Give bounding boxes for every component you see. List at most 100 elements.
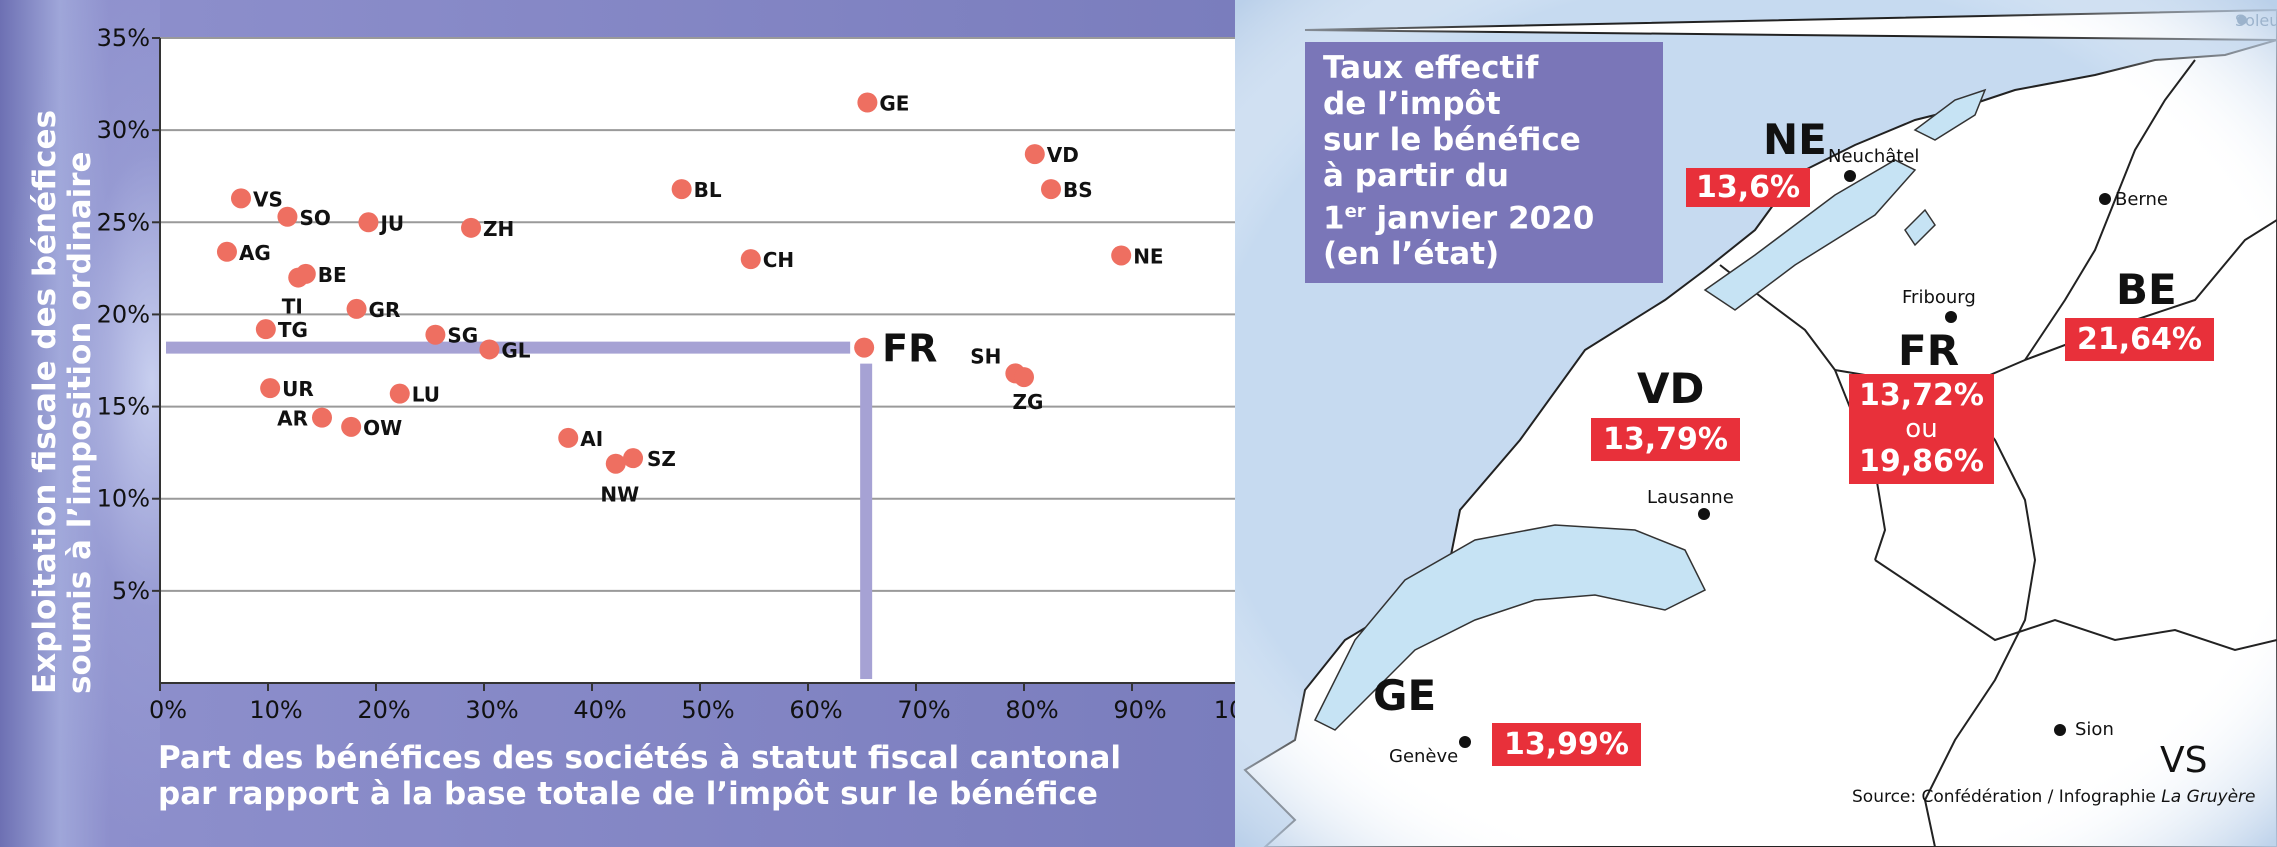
- canton-border-vs: [1874, 559, 2277, 652]
- city-berne: Berne: [2115, 189, 2168, 210]
- point-sg: [425, 324, 446, 345]
- point-lu: [389, 383, 410, 404]
- x-tick-label: 0%: [149, 696, 187, 724]
- x-axis-label: Part des bénéfices des sociétés à statut…: [158, 740, 1122, 812]
- point-ch: [740, 249, 761, 270]
- lake-murten: [1904, 208, 1936, 247]
- x-tick-label: 80%: [1005, 696, 1058, 724]
- map-panel: Soleure: [1235, 0, 2277, 847]
- point-be: [295, 263, 316, 284]
- canton-code-vs: VS: [2160, 740, 2208, 781]
- point-label-vd: VD: [1047, 143, 1079, 167]
- rate-tag-vd: 13,79%: [1591, 418, 1740, 461]
- point-zg: [1014, 367, 1034, 388]
- city-lausanne: Lausanne: [1647, 487, 1734, 508]
- map-title: Taux effectif de l’impôt sur le bénéfice…: [1305, 42, 1663, 283]
- x-tick-labels: 0% 10% 20% 30% 40% 50% 60% 70% 80% 90% 100%: [149, 696, 1235, 724]
- point-so: [277, 206, 298, 227]
- city-neuchatel: Neuchâtel: [1828, 146, 1920, 167]
- point-label-gl: GL: [501, 338, 530, 362]
- point-label-gr: GR: [369, 298, 401, 322]
- point-label-be: BE: [318, 263, 347, 287]
- point-ge: [857, 92, 878, 113]
- city-geneve: Genève: [1389, 746, 1459, 767]
- point-label-zg: ZG: [1013, 390, 1044, 414]
- canton-code-ge: GE: [1373, 671, 1437, 720]
- point-sz: [623, 448, 644, 469]
- axes: [152, 37, 1235, 691]
- point-vs: [231, 188, 251, 209]
- point-fr: [854, 337, 875, 358]
- point-label-nw: NW: [600, 483, 639, 507]
- y-tick-labels: 5% 10% 15% 20% 25% 30% 35%: [97, 24, 150, 605]
- y-tick-label: 25%: [97, 208, 150, 236]
- y-tick-label: 35%: [97, 24, 150, 52]
- point-ow: [341, 416, 362, 437]
- canton-code-ne: NE: [1763, 115, 1827, 164]
- y-tick-label: 10%: [97, 485, 150, 513]
- grid-lines: [160, 37, 1235, 592]
- source-credit: Source: Confédération / Infographie La G…: [1852, 787, 2256, 807]
- lake-neuchatel: [1703, 159, 1917, 311]
- point-label-zh: ZH: [483, 217, 514, 241]
- x-tick-label: 60%: [789, 696, 842, 724]
- point-ag: [216, 241, 237, 262]
- point-label-ai: AI: [580, 427, 603, 451]
- x-tick-label: 100%: [1214, 696, 1235, 724]
- lake-biel: [1913, 88, 1987, 141]
- x-tick-label: 40%: [573, 696, 626, 724]
- rate-tag-ge: 13,99%: [1492, 723, 1641, 766]
- plot-area: [160, 38, 1235, 683]
- x-tick-label: 20%: [357, 696, 410, 724]
- canton-code-vd: VD: [1637, 364, 1705, 413]
- point-ju: [358, 212, 379, 233]
- y-tick-label: 30%: [97, 116, 150, 144]
- point-ne: [1111, 245, 1132, 266]
- point-nw: [605, 453, 626, 474]
- canton-code-fr: FR: [1898, 326, 1960, 375]
- y-axis-label: Exploitation fiscale des bénéfices soumi…: [27, 109, 98, 694]
- point-gl: [479, 339, 500, 360]
- x-tick-label: 30%: [465, 696, 518, 724]
- point-label-ar: AR: [277, 407, 308, 431]
- point-label-lu: LU: [412, 383, 440, 407]
- rate-tag-fr: 13,72% ou 19,86%: [1849, 374, 1994, 484]
- x-tick-label: 90%: [1113, 696, 1166, 724]
- x-tick-label: 70%: [897, 696, 950, 724]
- switzerland-map: Soleure: [1235, 0, 2277, 847]
- city-sion-dot: [2054, 724, 2066, 736]
- city-fribourg: Fribourg: [1902, 287, 1976, 308]
- point-label-ne: NE: [1133, 244, 1163, 268]
- point-label-ch: CH: [763, 248, 794, 272]
- point-label-bs: BS: [1063, 178, 1093, 202]
- point-ar: [312, 407, 332, 428]
- point-label-ur: UR: [282, 377, 314, 401]
- city-geneve-dot: [1459, 736, 1471, 748]
- point-vd: [1024, 144, 1045, 165]
- data-points: GE VD BS BL VS SO JU ZH AG CH NE TI BE GR TG SG GL FR SH ZG…: [216, 92, 1164, 507]
- point-label-so: SO: [299, 206, 330, 230]
- point-label-ag: AG: [239, 241, 271, 265]
- point-label-sg: SG: [447, 324, 478, 348]
- rate-tag-be: 21,64%: [2065, 318, 2214, 361]
- x-tick-label: 50%: [681, 696, 734, 724]
- city-sion: Sion: [2075, 719, 2114, 740]
- point-label-ge: GE: [879, 92, 909, 116]
- point-label-tg: TG: [278, 318, 308, 342]
- x-tick-label: 10%: [249, 696, 302, 724]
- city-soleure-dot: [2237, 15, 2247, 25]
- canton-code-be: BE: [2116, 265, 2177, 314]
- canton-border-be: [2024, 59, 2196, 361]
- point-ur: [260, 378, 281, 399]
- point-label-ju: JU: [378, 211, 404, 235]
- city-soleure: Soleure: [2235, 11, 2277, 30]
- fr-highlight-lines: [166, 341, 873, 679]
- y-tick-label: 20%: [97, 300, 150, 328]
- city-neuchatel-dot: [1844, 170, 1856, 182]
- point-bs: [1041, 179, 1061, 200]
- point-gr: [346, 298, 367, 319]
- canton-border-fr-be: [1923, 389, 2037, 847]
- point-label-ti: TI: [282, 295, 303, 319]
- city-lausanne-dot: [1698, 508, 1710, 520]
- point-label-bl: BL: [694, 178, 722, 202]
